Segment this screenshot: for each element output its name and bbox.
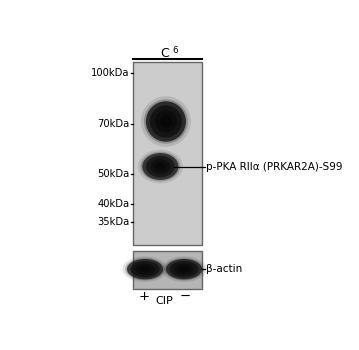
Text: CIP: CIP	[156, 296, 173, 306]
Ellipse shape	[169, 261, 199, 278]
Ellipse shape	[140, 152, 180, 181]
Ellipse shape	[150, 159, 170, 174]
Ellipse shape	[122, 257, 168, 282]
Ellipse shape	[146, 156, 175, 177]
Ellipse shape	[127, 259, 163, 279]
Bar	[132, 62, 202, 245]
Text: 50kDa: 50kDa	[98, 169, 130, 179]
Ellipse shape	[174, 264, 194, 275]
Text: 70kDa: 70kDa	[98, 119, 130, 129]
Ellipse shape	[160, 116, 172, 127]
Ellipse shape	[140, 266, 150, 272]
Ellipse shape	[150, 105, 182, 138]
Text: 100kDa: 100kDa	[91, 68, 130, 78]
Ellipse shape	[141, 96, 191, 147]
Bar	[132, 251, 202, 289]
Ellipse shape	[164, 258, 204, 280]
Ellipse shape	[125, 258, 165, 280]
Text: 6: 6	[172, 46, 177, 55]
Ellipse shape	[144, 99, 188, 144]
Text: 40kDa: 40kDa	[98, 199, 130, 209]
Ellipse shape	[162, 257, 206, 282]
Ellipse shape	[138, 150, 183, 183]
Ellipse shape	[178, 266, 190, 272]
Ellipse shape	[146, 101, 186, 142]
Ellipse shape	[155, 110, 177, 133]
Text: +: +	[138, 290, 149, 303]
Text: −: −	[180, 290, 191, 303]
Ellipse shape	[135, 264, 155, 275]
Ellipse shape	[142, 153, 178, 180]
Text: p-PKA RIIα (PRKAR2A)-S99: p-PKA RIIα (PRKAR2A)-S99	[206, 161, 343, 171]
Ellipse shape	[155, 162, 166, 170]
Ellipse shape	[166, 259, 202, 279]
Text: 35kDa: 35kDa	[98, 217, 130, 227]
Text: C: C	[160, 47, 169, 60]
Ellipse shape	[131, 261, 159, 278]
Text: β-actin: β-actin	[206, 264, 242, 274]
